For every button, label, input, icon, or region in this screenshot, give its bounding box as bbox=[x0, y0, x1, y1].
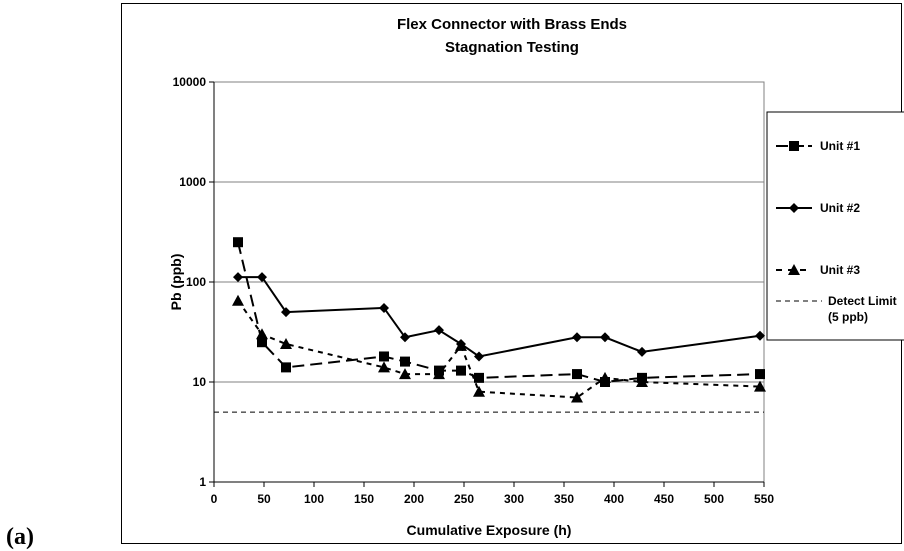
series-group bbox=[232, 237, 766, 403]
legend-marker-unit-2 bbox=[789, 203, 799, 213]
data-point-unit-1 bbox=[257, 337, 267, 348]
data-point-unit-2 bbox=[600, 332, 610, 343]
panel-label: (a) bbox=[6, 524, 34, 550]
x-tick-label: 450 bbox=[654, 492, 674, 506]
legend-label-unit-2: Unit #2 bbox=[820, 201, 860, 215]
data-point-unit-2 bbox=[755, 330, 765, 341]
data-point-unit-1 bbox=[379, 351, 389, 362]
data-point-unit-3 bbox=[455, 339, 467, 351]
data-point-unit-3 bbox=[232, 294, 244, 306]
x-tick-label: 550 bbox=[754, 492, 774, 506]
series-line-unit-1 bbox=[237, 241, 761, 384]
axes: 1 10 100 1000 10000 0 50 100 150 200 250 300 350 400 4… bbox=[173, 75, 775, 506]
data-point-unit-2 bbox=[400, 332, 410, 343]
data-point-unit-2 bbox=[233, 272, 243, 283]
y-tick-label: 1000 bbox=[179, 175, 206, 189]
data-point-unit-2 bbox=[572, 332, 582, 343]
series-line-unit-3 bbox=[237, 300, 761, 399]
x-tick-label: 300 bbox=[504, 492, 524, 506]
x-tick-label: 500 bbox=[704, 492, 724, 506]
data-point-unit-1 bbox=[281, 362, 291, 373]
series-line-unit-2 bbox=[238, 276, 761, 358]
data-point-unit-2 bbox=[379, 302, 389, 313]
data-point-unit-3 bbox=[473, 385, 485, 397]
data-point-unit-2 bbox=[257, 272, 267, 283]
y-tick-label: 100 bbox=[186, 275, 206, 289]
y-tick-label: 10000 bbox=[173, 75, 207, 89]
data-point-unit-3 bbox=[571, 391, 583, 403]
chart-subtitle: Stagnation Testing bbox=[445, 39, 579, 56]
data-point-unit-2 bbox=[637, 346, 647, 357]
data-point-unit-3 bbox=[433, 368, 445, 380]
x-tick-label: 50 bbox=[257, 492, 271, 506]
data-point-unit-3 bbox=[399, 368, 411, 380]
data-point-unit-1 bbox=[456, 365, 466, 376]
data-point-unit-3 bbox=[280, 337, 292, 349]
y-tick-label: 10 bbox=[193, 375, 207, 389]
chart-title: Flex Connector with Brass Ends bbox=[397, 16, 627, 33]
y-tick-label: 1 bbox=[199, 475, 206, 489]
x-tick-label: 350 bbox=[554, 492, 574, 506]
x-tick-label: 150 bbox=[354, 492, 374, 506]
data-point-unit-2 bbox=[281, 307, 291, 318]
data-point-unit-3 bbox=[256, 328, 268, 340]
legend-label-detect-limit-value: (5 ppb) bbox=[828, 310, 868, 324]
legend-label-unit-3: Unit #3 bbox=[820, 263, 860, 277]
data-point-unit-2 bbox=[434, 325, 444, 336]
data-point-unit-1 bbox=[755, 369, 765, 380]
legend: Unit #1 Unit #2 Unit #3 Detect Limit (5 ppb) bbox=[766, 111, 904, 341]
data-point-unit-2 bbox=[474, 351, 484, 362]
x-tick-label: 400 bbox=[604, 492, 624, 506]
gridlines bbox=[214, 181, 764, 383]
data-point-unit-1 bbox=[233, 237, 243, 248]
x-tick-label: 100 bbox=[304, 492, 324, 506]
data-point-unit-1 bbox=[474, 372, 484, 383]
data-point-unit-3 bbox=[378, 361, 390, 373]
legend-label-unit-1: Unit #1 bbox=[820, 139, 860, 153]
data-point-unit-3 bbox=[599, 371, 611, 383]
legend-label-detect-limit: Detect Limit bbox=[828, 294, 897, 308]
legend-marker-unit-1 bbox=[789, 141, 799, 151]
data-point-unit-3 bbox=[636, 376, 648, 387]
x-tick-label: 0 bbox=[211, 492, 218, 506]
data-point-unit-1 bbox=[572, 369, 582, 380]
data-point-unit-1 bbox=[400, 356, 410, 367]
x-tick-label: 200 bbox=[404, 492, 424, 506]
legend-marker-unit-3 bbox=[788, 264, 800, 275]
x-axis-label: Cumulative Exposure (h) bbox=[407, 522, 572, 538]
y-axis-label: Pb (ppb) bbox=[168, 254, 184, 311]
x-tick-label: 250 bbox=[454, 492, 474, 506]
data-point-unit-3 bbox=[754, 380, 766, 392]
